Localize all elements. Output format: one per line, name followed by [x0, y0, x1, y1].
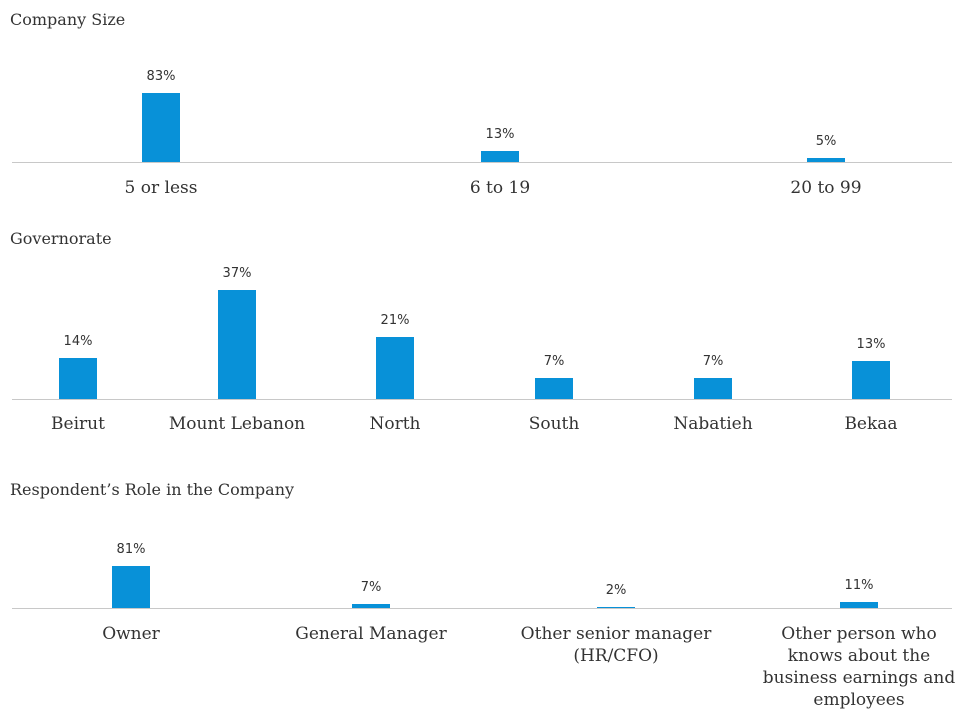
baseline: [12, 608, 952, 609]
category-label: 6 to 19: [469, 178, 531, 198]
bar: [481, 151, 519, 162]
bar: [352, 604, 390, 608]
value-label: 21%: [380, 313, 410, 329]
bar: [59, 357, 97, 399]
value-label: 14%: [63, 333, 93, 349]
bar: [840, 602, 878, 608]
baseline: [12, 399, 952, 400]
category-label: Nabatieh: [673, 414, 753, 434]
value-label: 81%: [116, 541, 146, 557]
value-label: 83%: [146, 69, 176, 85]
bar: [597, 606, 635, 608]
bar: [535, 378, 573, 399]
category-label: Mount Lebanon: [168, 414, 306, 434]
value-label: 37%: [222, 265, 252, 281]
value-label: 7%: [702, 354, 724, 370]
category-label: Beirut: [51, 414, 105, 434]
chart-title: Company Size: [10, 10, 126, 29]
chart-title: Respondent’s Role in the Company: [10, 480, 295, 499]
bar: [218, 289, 256, 399]
category-label: Owner: [102, 624, 160, 644]
bar: [376, 337, 414, 399]
value-label: 13%: [856, 336, 886, 352]
value-label: 5%: [815, 133, 837, 149]
category-label: Other senior manager (HR/CFO): [520, 624, 712, 666]
value-label: 7%: [543, 354, 565, 370]
category-label: Other person who knows about the busines…: [762, 624, 956, 710]
value-label: 13%: [485, 127, 515, 143]
bar: [807, 157, 845, 162]
value-label: 2%: [605, 582, 627, 598]
baseline: [12, 162, 952, 163]
chart-title: Governorate: [10, 229, 112, 248]
category-label: 20 to 99: [790, 178, 862, 198]
value-label: 7%: [360, 580, 382, 596]
category-label: 5 or less: [124, 178, 198, 198]
category-label: General Manager: [295, 624, 447, 644]
category-label: South: [528, 414, 580, 434]
value-label: 11%: [844, 578, 874, 594]
bar: [142, 93, 180, 162]
bar: [852, 360, 890, 399]
bar: [694, 378, 732, 399]
bar: [112, 565, 150, 608]
category-label: North: [369, 414, 421, 434]
category-label: Bekaa: [844, 414, 898, 434]
